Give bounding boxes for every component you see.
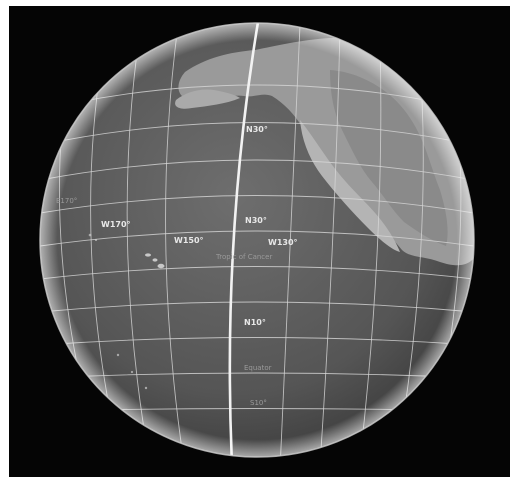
label-e170: E170°	[56, 197, 77, 205]
label-n30-top: N30°	[246, 125, 268, 134]
label-w170: W170°	[101, 220, 131, 229]
label-n30-mid: N30°	[245, 216, 267, 225]
label-w150: W150°	[174, 236, 204, 245]
label-s10: S10°	[250, 399, 267, 407]
label-n10: N10°	[244, 318, 266, 327]
label-tropic-of-cancer: Tropic of Cancer	[215, 253, 272, 261]
label-w130: W130°	[268, 238, 298, 247]
globe-rim	[40, 23, 474, 457]
label-equator: Equator	[244, 364, 272, 372]
